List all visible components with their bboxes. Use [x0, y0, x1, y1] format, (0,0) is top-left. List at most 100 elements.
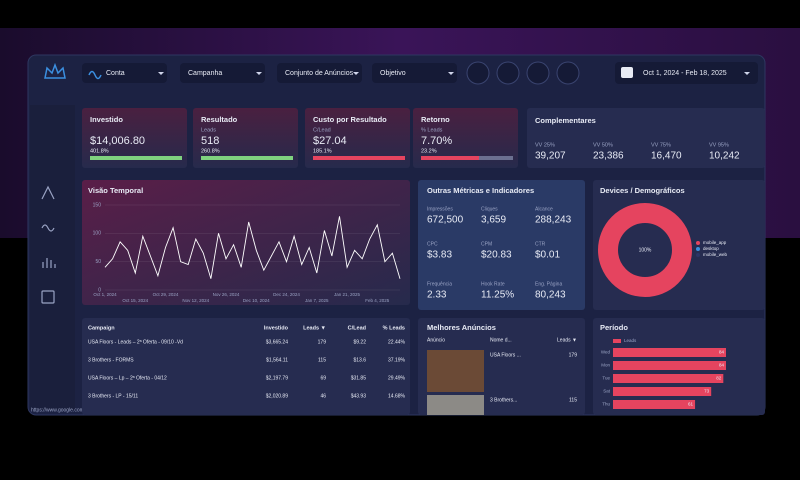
table-cell: 3 Brothers...	[490, 397, 517, 403]
logo	[44, 62, 66, 79]
metric-value: 3,659	[481, 215, 506, 226]
icon-calendar[interactable]	[41, 290, 55, 304]
x-tick-label: Dec 10, 2024	[243, 298, 270, 303]
metric-value: 2.33	[427, 290, 447, 301]
table-header: Leads ▼	[557, 337, 577, 343]
legend-swatch	[696, 241, 700, 245]
legend-label: mobile_web	[703, 252, 728, 257]
card	[82, 180, 410, 305]
kpi-bar	[313, 156, 405, 160]
metric-value: 16,470	[651, 151, 682, 162]
kpi-value: $27.04	[313, 135, 347, 147]
icon-meta[interactable]	[41, 224, 55, 232]
x-tick-label: Oct 15, 2024	[122, 298, 148, 303]
table-cell: 29.49%	[388, 375, 406, 381]
bar	[613, 361, 726, 370]
section-title: Melhores Anúncios	[427, 323, 496, 332]
y-tick-label: 150	[93, 202, 102, 208]
metric-label: VV 95%	[709, 142, 729, 148]
table-cell: 3 Brothers - LP - 15/11	[88, 393, 138, 399]
table-header: Nome d...	[490, 337, 512, 343]
toolbar-button[interactable]	[526, 61, 550, 85]
bar-value-label: 82	[716, 376, 722, 381]
filter-dropdown[interactable]	[180, 63, 265, 83]
table-cell: $43.93	[351, 393, 367, 399]
y-tick-label: Mon	[601, 363, 610, 368]
metric-label: Impressões	[427, 206, 453, 212]
metric-value: $0.01	[535, 250, 560, 261]
table-header: C/Lead	[348, 325, 366, 331]
bar	[613, 387, 712, 396]
icon-chart[interactable]	[42, 258, 56, 268]
bar-value-label: 73	[704, 389, 710, 394]
kpi-change: 260.8%	[201, 148, 220, 154]
filter-dropdown[interactable]	[372, 63, 457, 83]
bar	[613, 374, 724, 383]
caret	[353, 72, 359, 75]
table-header: Leads ▼	[303, 325, 326, 331]
y-tick-label: Wed	[601, 350, 611, 355]
kpi-change: 185.1%	[313, 148, 332, 154]
ad-thumbnail	[427, 350, 484, 392]
card	[418, 180, 585, 310]
table-cell: $31.85	[351, 375, 367, 381]
date-picker[interactable]	[615, 62, 758, 84]
card	[305, 108, 410, 168]
table-header: Anúncio	[427, 337, 445, 343]
metric-value: 23,386	[593, 151, 624, 162]
table-cell: 115	[569, 397, 577, 403]
metric-value: 39,207	[535, 151, 566, 162]
toolbar-button[interactable]	[556, 61, 580, 85]
kpi-value: $14,006.80	[90, 135, 145, 147]
table-cell: $2,020.89	[266, 393, 288, 399]
x-tick-label: Nov 26, 2024	[213, 292, 240, 297]
y-tick-label: Tue	[602, 376, 610, 381]
chart-title: Devices / Demográficos	[600, 186, 685, 195]
table-cell: 37.19%	[388, 357, 406, 363]
meta-icon	[88, 70, 102, 80]
table-cell: USA Floors - Leads – 2ª Oferta - 09/10 -…	[88, 339, 183, 345]
kpi-subtitle: C/Lead	[313, 127, 331, 133]
legend-swatch	[696, 247, 700, 251]
legend-swatch	[613, 339, 621, 343]
kpi-value: 518	[201, 135, 219, 147]
metric-label: VV 25%	[535, 142, 555, 148]
ad-thumbnail	[427, 395, 484, 415]
filter-dropdown[interactable]	[82, 63, 167, 83]
table-cell: $13.6	[353, 357, 366, 363]
kpi-change: 401.8%	[90, 148, 109, 154]
filter-label: Objetivo	[380, 70, 406, 77]
metric-label: Cliques	[481, 206, 498, 212]
metric-value: $20.83	[481, 250, 512, 261]
date-range: Oct 1, 2024 - Feb 18, 2025	[643, 70, 727, 77]
table-cell: 22.44%	[388, 339, 406, 345]
status-url: https://www.google.com/url?q=	[31, 407, 99, 413]
table-cell: 179	[318, 339, 327, 345]
table-cell: 46	[320, 393, 326, 399]
caret	[256, 72, 262, 75]
filter-label: Campanha	[188, 70, 222, 77]
chart-title: Visão Temporal	[88, 186, 143, 195]
icon-ads[interactable]	[41, 185, 55, 200]
kpi-title: Retorno	[421, 115, 450, 124]
bar-value-label: 84	[719, 350, 725, 355]
toolbar-button[interactable]	[496, 61, 520, 85]
kpi-title: Resultado	[201, 115, 238, 124]
bar	[613, 400, 696, 409]
kpi-bar	[90, 156, 182, 160]
filter-label: Conta	[106, 70, 125, 77]
bar	[613, 348, 726, 357]
metric-label: VV 50%	[593, 142, 613, 148]
legend-label: Leads	[624, 338, 637, 343]
chart-title: Período	[600, 323, 628, 332]
donut-slice	[598, 203, 692, 297]
kpi-title: Investido	[90, 115, 123, 124]
metric-value: 288,243	[535, 215, 572, 226]
filter-dropdown[interactable]	[277, 63, 362, 83]
metric-label: CTR	[535, 241, 546, 247]
table-cell: $2,197.79	[266, 375, 288, 381]
toolbar-button[interactable]	[466, 61, 490, 85]
x-tick-label: Oct 29, 2024	[153, 292, 179, 297]
